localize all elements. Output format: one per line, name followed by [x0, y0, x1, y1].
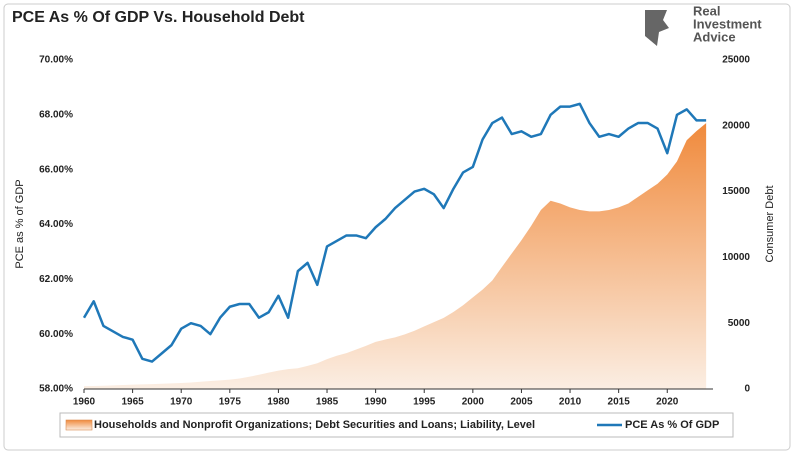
line	[82, 102, 707, 363]
x-tick-label: 1980	[267, 397, 290, 408]
y-axis-label: PCE as % of GDP	[14, 179, 26, 268]
x-tick-label: 2000	[462, 397, 485, 408]
x-tick-label: 1990	[365, 397, 388, 408]
legend-swatch	[65, 419, 93, 431]
y-tick-label: 70.00%	[39, 55, 73, 66]
logo-text: Investment	[693, 16, 762, 31]
y-tick-label: 64.00%	[39, 219, 73, 230]
y-tick-label: 58.00%	[39, 384, 73, 395]
y-tick-label: 60.00%	[39, 329, 73, 340]
x-tick-label: 1965	[121, 397, 144, 408]
y-tick-label: 62.00%	[39, 274, 73, 285]
y2-axis-label: Consumer Debt	[764, 185, 776, 262]
y2-tick-label: 15000	[722, 186, 750, 197]
y2-tick-label: 25000	[722, 55, 750, 66]
y2-tick-label: 5000	[728, 318, 751, 329]
x-tick-label: 2020	[656, 397, 679, 408]
x-tick-label: 1975	[219, 397, 242, 408]
chart-title: PCE As % Of GDP Vs. Household Debt	[12, 9, 305, 26]
x-tick-label: 1995	[413, 397, 436, 408]
legend-label: Households and Nonprofit Organizations; …	[94, 419, 535, 431]
x-tick-label: 2010	[559, 397, 582, 408]
logo-icon	[645, 10, 669, 46]
x-tick-label: 2005	[510, 397, 533, 408]
x-tick-label: 2015	[608, 397, 631, 408]
area	[84, 123, 707, 389]
y-tick-label: 68.00%	[39, 109, 73, 120]
y2-tick-label: 10000	[722, 252, 750, 263]
logo-text: Real	[693, 3, 720, 18]
x-tick-label: 1985	[316, 397, 339, 408]
y2-tick-label: 20000	[722, 120, 750, 131]
x-tick-label: 1960	[73, 397, 96, 408]
y-tick-label: 66.00%	[39, 164, 73, 175]
x-tick-label: 1970	[170, 397, 193, 408]
legend-label: PCE As % Of GDP	[625, 419, 719, 431]
logo-text: Advice	[693, 29, 736, 44]
y2-tick-label: 0	[744, 384, 750, 395]
